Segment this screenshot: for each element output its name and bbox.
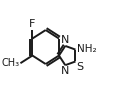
Text: CH₃: CH₃: [2, 58, 20, 68]
Text: F: F: [29, 19, 36, 29]
Text: NH₂: NH₂: [77, 44, 97, 54]
Text: N: N: [61, 35, 69, 45]
Text: S: S: [77, 62, 84, 72]
Text: N: N: [61, 66, 69, 76]
